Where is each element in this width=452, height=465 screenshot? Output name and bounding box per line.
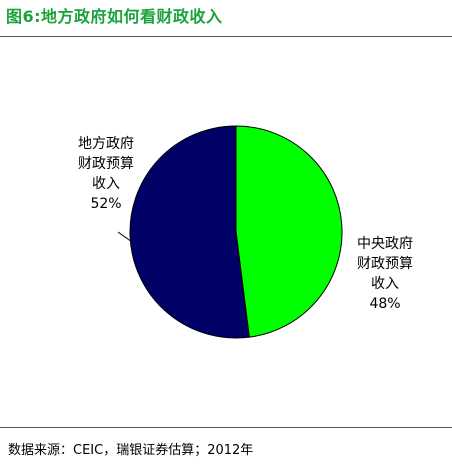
leader-line-local <box>117 231 133 243</box>
bottom-rule <box>0 427 452 428</box>
pie-slice-0 <box>235 125 343 338</box>
slice-name-label-0: 中央政府 <box>357 236 413 252</box>
slice-name-label-1: 财政预算 <box>78 156 134 172</box>
source-note: 数据来源：CEIC，瑞银证券估算；2012年 <box>8 443 254 458</box>
slice-value-label-0: 48% <box>369 296 400 312</box>
slice-name-label-1: 收入 <box>92 176 120 192</box>
figure-title: 图6:地方政府如何看财政收入 <box>6 7 223 26</box>
top-rule <box>0 36 452 37</box>
slice-name-label-0: 收入 <box>371 276 399 292</box>
pie-slice-1 <box>129 125 250 339</box>
slice-value-label-1: 52% <box>90 196 121 212</box>
pie-slices <box>129 125 343 339</box>
slice-name-label-1: 地方政府 <box>78 136 134 152</box>
slice-name-label-0: 财政预算 <box>357 256 413 272</box>
